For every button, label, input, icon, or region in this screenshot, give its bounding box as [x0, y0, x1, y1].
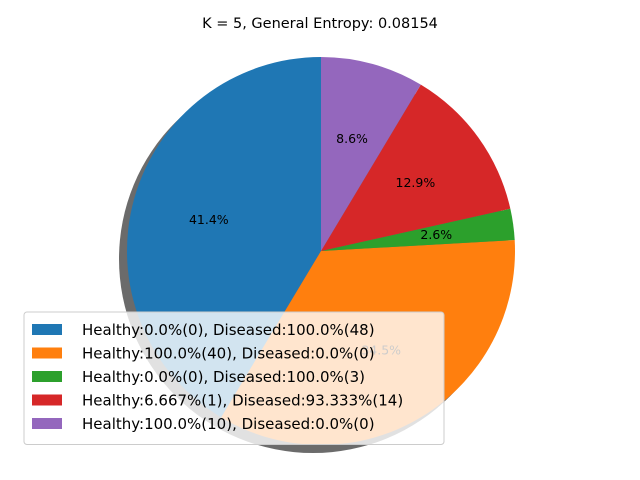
legend-swatch-3	[32, 371, 62, 382]
chart-title: K = 5, General Entropy: 0.08154	[202, 16, 438, 32]
pie-percent-label-3: 2.6%	[420, 227, 452, 242]
pie-slice-5	[321, 57, 421, 251]
pie-slice-3	[321, 208, 515, 251]
pie-percent-label-1: 41.4%	[189, 212, 229, 227]
pie-percent-label-5: 8.6%	[336, 131, 368, 146]
legend: Healthy:0.0%(0), Diseased:100.0%(48) Heal…	[23, 311, 445, 445]
legend-label-2: Healthy:100.0%(40), Diseased:0.0%(0)	[82, 345, 375, 363]
pie-slice-4	[321, 84, 511, 251]
legend-label-1: Healthy:0.0%(0), Diseased:100.0%(48)	[82, 321, 375, 339]
legend-swatch-1	[32, 324, 62, 335]
legend-label-3: Healthy:0.0%(0), Diseased:100.0%(3)	[82, 368, 365, 386]
legend-swatch-2	[32, 347, 62, 359]
legend-swatch-4	[32, 394, 62, 406]
legend-label-4: Healthy:6.667%(1), Diseased:93.333%(14)	[82, 392, 403, 410]
legend-swatch-5	[32, 418, 62, 429]
legend-label-5: Healthy:100.0%(10), Diseased:0.0%(0)	[82, 415, 375, 433]
legend-box	[23, 311, 445, 445]
pie-percent-label-4: 12.9%	[396, 175, 436, 190]
